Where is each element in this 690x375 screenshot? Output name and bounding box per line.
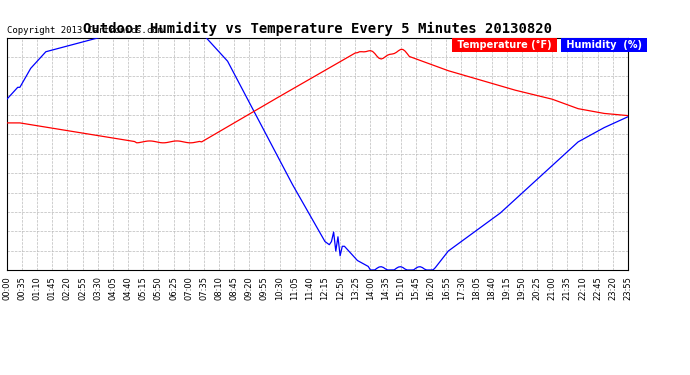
Text: Copyright 2013 Cartronics.com: Copyright 2013 Cartronics.com bbox=[7, 26, 163, 35]
Text: Temperature (°F): Temperature (°F) bbox=[454, 40, 555, 50]
Text: Humidity  (%): Humidity (%) bbox=[562, 40, 645, 50]
Title: Outdoor Humidity vs Temperature Every 5 Minutes 20130820: Outdoor Humidity vs Temperature Every 5 … bbox=[83, 22, 552, 36]
